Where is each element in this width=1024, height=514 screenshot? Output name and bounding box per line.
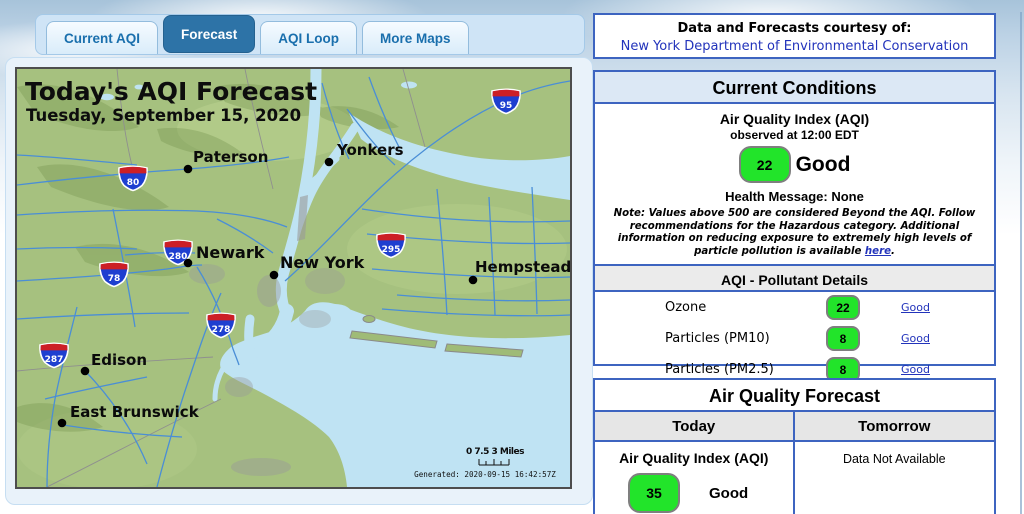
attribution-heading: Data and Forecasts courtesy of: (677, 21, 912, 36)
map-title: Today's AQI Forecast (25, 77, 317, 106)
city-label: Hempstead (475, 258, 570, 276)
city-label: East Brunswick (70, 403, 200, 421)
pollutant-category-link[interactable]: Good (901, 332, 930, 345)
city-label: Yonkers (336, 141, 404, 159)
city-dot (269, 270, 279, 280)
svg-text:278: 278 (212, 325, 231, 335)
beyond-aqi-note: Note: Values above 500 are considered Be… (595, 208, 994, 258)
forecast-map-panel: Today's AQI Forecast Tuesday, September … (5, 57, 593, 505)
city-dot (80, 366, 90, 376)
map-rivers (212, 69, 360, 402)
svg-text:78: 78 (108, 274, 121, 284)
aqi-forecast-map: Today's AQI Forecast Tuesday, September … (17, 69, 570, 487)
pollutant-details-header: AQI - Pollutant Details (595, 264, 994, 292)
barrier-islands (349, 315, 524, 358)
urban-areas (189, 195, 345, 476)
pollutant-row-pm25: Particles (PM2.5) 8 Good (595, 354, 994, 385)
city-label: Newark (196, 243, 265, 262)
interstate-shield-icon: 78 (99, 261, 129, 288)
forecast-tomorrow-cell: Data Not Available (795, 442, 995, 514)
pollutant-value-chip: 8 (826, 326, 860, 351)
map-generated-timestamp: Generated: 2020-09-15 16:42:57Z (414, 470, 556, 479)
pollutant-name: Particles (PM10) (665, 331, 770, 346)
city-dot (183, 164, 193, 174)
note-here-link[interactable]: here (864, 245, 892, 257)
forecast-columns: Today Tomorrow Air Quality Index (AQI) 3… (595, 412, 994, 514)
pollutant-name: Ozone (665, 300, 707, 315)
city-dot (57, 418, 67, 428)
page-edge-divider (1020, 12, 1022, 514)
observed-time-label: observed at 12:00 EDT (730, 128, 859, 142)
current-conditions-title: Current Conditions (595, 72, 994, 104)
city-dot (324, 157, 334, 167)
current-aqi-category: Good (795, 152, 851, 176)
current-aqi-row: 22 Good (595, 146, 994, 183)
forecast-aqi-row: 35 Good (595, 473, 793, 513)
health-message: Health Message: None (725, 189, 864, 204)
data-not-available-label: Data Not Available (842, 452, 946, 466)
forecast-panel-title: Air Quality Forecast (595, 380, 994, 412)
forecast-aqi-category: Good (709, 484, 749, 502)
pollutant-category-link[interactable]: Good (901, 301, 930, 314)
city-label: New York (280, 253, 365, 272)
pollutant-row-pm10: Particles (PM10) 8 Good (595, 323, 994, 354)
forecast-map-image: Today's AQI Forecast Tuesday, September … (15, 67, 572, 489)
map-date: Tuesday, September 15, 2020 (26, 106, 301, 125)
tab-more-maps[interactable]: More Maps (362, 21, 469, 54)
forecast-aqi-label: Air Quality Index (AQI) (619, 450, 769, 466)
attribution-link[interactable]: New York Department of Environmental Con… (620, 39, 969, 54)
pollutant-row-ozone: Ozone 22 Good (595, 292, 994, 323)
city-dot (183, 258, 193, 268)
svg-text:80: 80 (127, 178, 140, 188)
city-label: Edison (91, 351, 147, 369)
svg-text:280: 280 (169, 252, 188, 262)
city-label: Paterson (193, 148, 268, 166)
note-text: Note: Values above 500 are considered Be… (613, 208, 976, 257)
aqi-index-label: Air Quality Index (AQI) (719, 111, 870, 127)
map-markers: 80 280 78 95 295 287 278 Paterson Yonkers Newark N… (39, 88, 570, 428)
map-tab-bar: Current AQI Forecast AQI Loop More Maps (35, 14, 585, 55)
current-conditions-panel: Current Conditions Air Quality Index (AQ… (593, 70, 996, 382)
scale-ruler (478, 459, 510, 466)
pollutant-value-chip: 22 (826, 295, 860, 320)
forecast-aqi-value-chip: 35 (628, 473, 680, 513)
city-dot (468, 275, 478, 285)
interstate-shield-icon: 95 (491, 88, 521, 115)
pollutant-category-link[interactable]: Good (901, 363, 930, 376)
svg-text:295: 295 (382, 245, 401, 255)
note-period: . (891, 245, 895, 257)
tab-aqi-loop[interactable]: AQI Loop (260, 21, 358, 54)
pollutant-name: Particles (PM2.5) (665, 362, 774, 377)
air-quality-forecast-panel: Air Quality Forecast Today Tomorrow Air … (593, 378, 996, 514)
forecast-col-tomorrow: Tomorrow (794, 412, 994, 442)
terrain-shading (17, 83, 399, 432)
interstate-shield-icon: 295 (376, 232, 406, 259)
tab-forecast[interactable]: Forecast (163, 15, 256, 53)
svg-text:95: 95 (500, 101, 513, 111)
map-scale-label: 0 7.5 3 Miles (466, 447, 524, 457)
tab-current-aqi[interactable]: Current AQI (46, 21, 159, 54)
interstate-shield-icon: 80 (118, 165, 148, 192)
forecast-col-today: Today (595, 412, 795, 442)
interstate-shield-icon: 278 (206, 312, 236, 339)
road-lines (17, 76, 570, 487)
attribution-box: Data and Forecasts courtesy of: New York… (593, 13, 996, 59)
interstate-shield-icon: 287 (39, 342, 69, 369)
svg-text:287: 287 (45, 355, 64, 365)
current-aqi-value-chip: 22 (738, 146, 791, 183)
forecast-today-cell: Air Quality Index (AQI) 35 Good (595, 442, 795, 514)
interstate-shield-icon: 280 (163, 239, 193, 266)
